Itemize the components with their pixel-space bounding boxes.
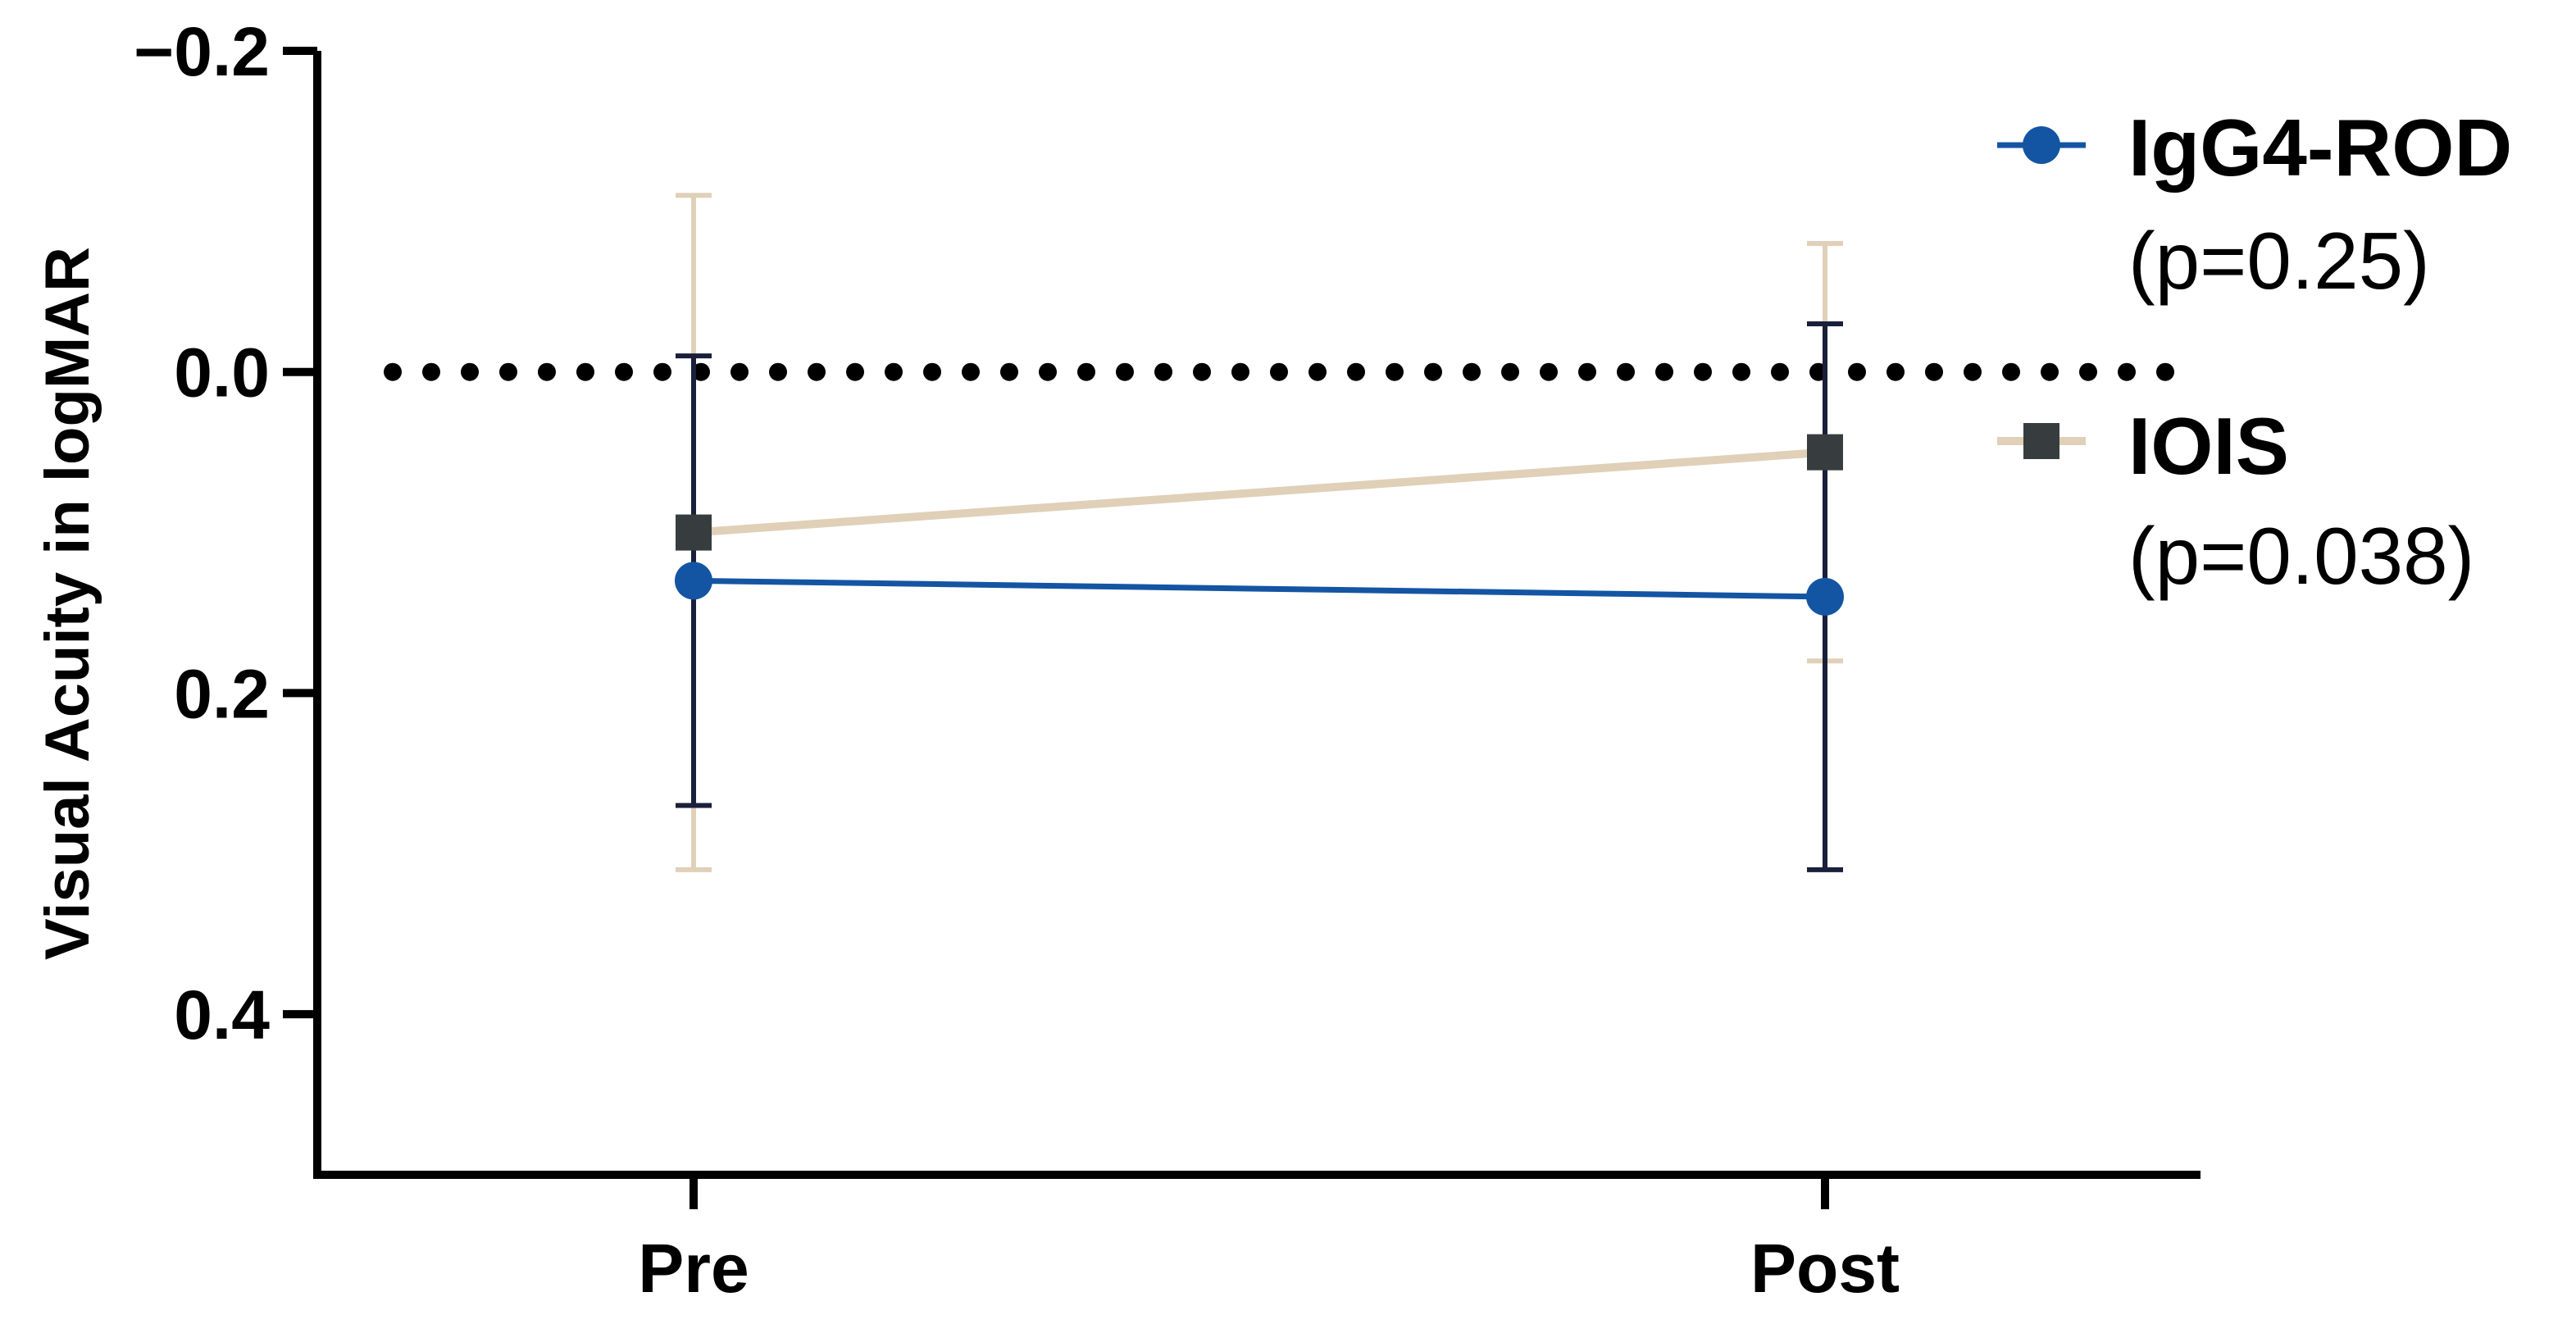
x-tick-label: Pre [638, 1230, 749, 1307]
legend: IgG4-ROD (p=0.25) IOIS (p=0.038) [1997, 102, 2512, 601]
y-tick-label: −0.2 [134, 13, 270, 90]
y-axis-label: Visual Acuity in logMAR [33, 247, 102, 960]
y-tick-label: 0.2 [174, 655, 270, 732]
axis-labels: Visual Acuity in logMAR [33, 247, 102, 960]
y-tick-label: 0.4 [174, 976, 270, 1053]
legend-marker-iois [2023, 423, 2059, 459]
legend-label-iois: IOIS [2128, 401, 2289, 491]
series-line-igg4-rod [693, 577, 1826, 600]
y-tick-label: 0.0 [174, 334, 270, 412]
legend-pvalue-iois: (p=0.038) [2128, 511, 2474, 601]
point-iois [1807, 434, 1843, 471]
point-iois [676, 514, 712, 551]
point-igg4-rod [1806, 577, 1844, 616]
axes: −0.2 0.0 0.2 0.4 Pre Post [134, 13, 2201, 1307]
series-line-iois [693, 448, 1826, 537]
legend-pvalue-igg4-rod: (p=0.25) [2128, 216, 2430, 306]
plot-area [675, 193, 1844, 872]
point-igg4-rod [675, 562, 712, 600]
x-tick-label: Post [1750, 1230, 1900, 1307]
legend-marker-igg4-rod [2023, 126, 2060, 164]
legend-label-igg4-rod: IgG4-ROD [2128, 102, 2512, 193]
